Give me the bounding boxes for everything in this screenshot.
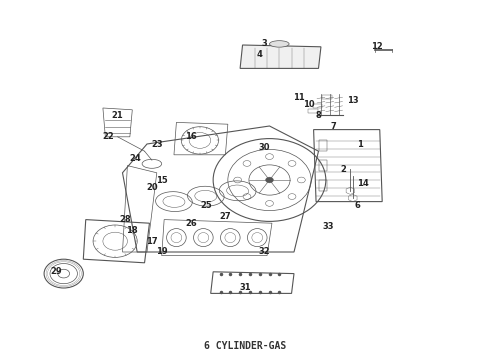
Text: 28: 28 [119, 215, 131, 224]
Text: 33: 33 [322, 222, 334, 231]
Bar [318, 160, 327, 171]
Text: 6: 6 [355, 201, 361, 210]
Bar [322, 95, 332, 99]
Text: 16: 16 [185, 132, 197, 141]
Text: 22: 22 [102, 132, 114, 141]
Text: 12: 12 [371, 42, 383, 51]
Text: 15: 15 [156, 176, 168, 185]
Text: 26: 26 [185, 219, 197, 228]
Text: 1: 1 [357, 140, 363, 149]
Text: 6 CYLINDER-GAS: 6 CYLINDER-GAS [204, 341, 286, 351]
Text: 14: 14 [357, 179, 368, 188]
Text: 21: 21 [112, 111, 123, 120]
Text: 30: 30 [259, 143, 270, 152]
Polygon shape [240, 45, 321, 68]
Bar [318, 180, 327, 191]
Text: 29: 29 [50, 267, 62, 276]
Text: 2: 2 [340, 165, 346, 174]
Text: 8: 8 [316, 111, 321, 120]
Text: 17: 17 [146, 237, 158, 246]
Text: 20: 20 [146, 183, 158, 192]
Text: 31: 31 [239, 284, 251, 292]
Text: 10: 10 [303, 100, 315, 109]
Text: 24: 24 [129, 154, 141, 163]
Text: 18: 18 [126, 226, 138, 235]
Text: 25: 25 [200, 201, 212, 210]
Ellipse shape [270, 41, 289, 47]
Text: 11: 11 [293, 93, 305, 102]
Bar [308, 109, 318, 113]
Circle shape [266, 177, 273, 183]
Bar [318, 140, 327, 151]
Text: 3: 3 [262, 39, 268, 48]
Bar [313, 104, 322, 108]
Text: 23: 23 [151, 140, 163, 149]
Text: 4: 4 [257, 50, 263, 59]
Text: 32: 32 [259, 248, 270, 256]
Text: 27: 27 [220, 212, 231, 220]
Text: 7: 7 [330, 122, 336, 131]
Text: 13: 13 [347, 96, 359, 105]
Text: 19: 19 [156, 248, 168, 256]
